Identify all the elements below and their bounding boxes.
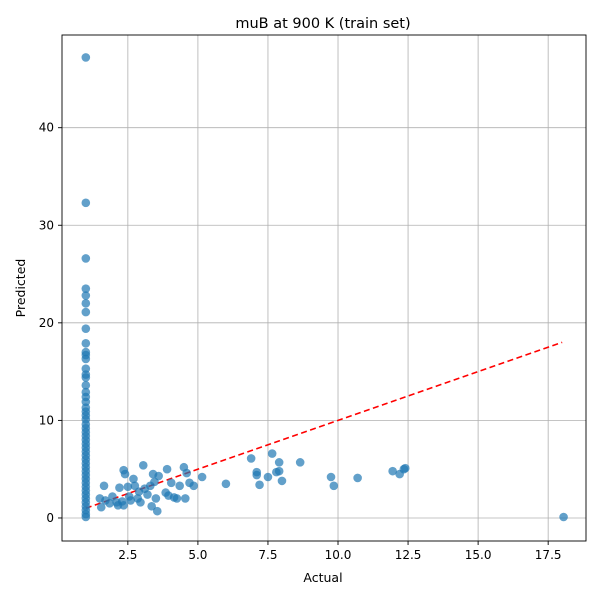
data-point — [353, 473, 362, 483]
data-point — [81, 339, 91, 348]
x-tick-label: 15.0 — [465, 548, 492, 562]
data-point — [154, 471, 163, 481]
data-point — [81, 53, 91, 62]
data-point — [81, 291, 91, 300]
data-point — [119, 500, 128, 510]
x-tick-label: 12.5 — [395, 548, 422, 562]
y-tick-label: 20 — [39, 316, 54, 330]
data-point — [189, 481, 199, 491]
data-point — [120, 469, 130, 479]
data-point — [151, 494, 161, 503]
y-tick-label: 0 — [46, 511, 54, 525]
data-point — [81, 198, 91, 208]
data-point — [274, 466, 284, 476]
y-axis-label: Predicted — [13, 259, 28, 318]
x-axis-ticks: 2.5 5.0 7.5 10.0 12.5 15.0 17.5 — [118, 541, 562, 562]
x-tick-label: 2.5 — [118, 548, 137, 562]
data-point — [123, 482, 133, 492]
data-point — [81, 284, 91, 293]
grid — [62, 35, 586, 541]
data-point — [152, 506, 162, 516]
data-point — [274, 458, 284, 467]
data-point — [197, 472, 207, 482]
data-point — [136, 498, 145, 507]
y-tick-label: 30 — [39, 218, 54, 232]
x-tick-label: 7.5 — [258, 548, 277, 562]
data-point — [221, 479, 231, 489]
data-point — [115, 483, 124, 493]
ideal-line-layer — [85, 341, 563, 509]
data-point — [81, 380, 91, 390]
data-point — [388, 466, 397, 476]
y-tick-label: 10 — [39, 413, 54, 427]
y-axis-ticks: 0 10 20 30 40 — [39, 121, 62, 525]
data-point — [277, 476, 287, 486]
data-point — [99, 481, 109, 491]
ideal-fit-line — [85, 341, 563, 509]
data-point — [81, 512, 91, 522]
data-point — [81, 299, 91, 308]
x-axis-label: Actual — [303, 570, 342, 585]
data-point — [162, 464, 172, 474]
data-point — [180, 494, 190, 503]
data-point — [175, 481, 184, 491]
data-point — [166, 478, 176, 488]
data-point — [138, 460, 148, 470]
data-point — [143, 490, 152, 499]
data-point — [81, 354, 91, 364]
x-tick-label: 17.5 — [535, 548, 562, 562]
data-point — [172, 494, 182, 503]
data-point — [246, 454, 256, 463]
plot-frame — [61, 34, 587, 542]
y-tick-label: 40 — [39, 121, 54, 135]
data-points — [81, 53, 568, 522]
data-point — [182, 468, 191, 478]
data-point — [263, 472, 273, 482]
data-point — [400, 463, 410, 473]
data-point — [105, 499, 114, 508]
x-tick-label: 5.0 — [188, 548, 207, 562]
data-point — [81, 324, 91, 333]
data-point — [267, 449, 277, 458]
data-point — [326, 472, 336, 482]
data-point — [129, 474, 138, 484]
x-tick-label: 10.0 — [325, 548, 352, 562]
data-point — [81, 254, 91, 263]
data-point — [81, 307, 91, 317]
data-point — [147, 501, 156, 511]
data-point — [329, 481, 339, 491]
data-point — [96, 502, 106, 512]
data-point — [252, 470, 262, 480]
chart-title: muB at 900 K (train set) — [235, 16, 410, 32]
data-point — [255, 480, 264, 490]
data-point — [559, 512, 568, 522]
data-point — [126, 496, 135, 505]
data-point — [295, 458, 305, 467]
data-point — [81, 373, 91, 382]
